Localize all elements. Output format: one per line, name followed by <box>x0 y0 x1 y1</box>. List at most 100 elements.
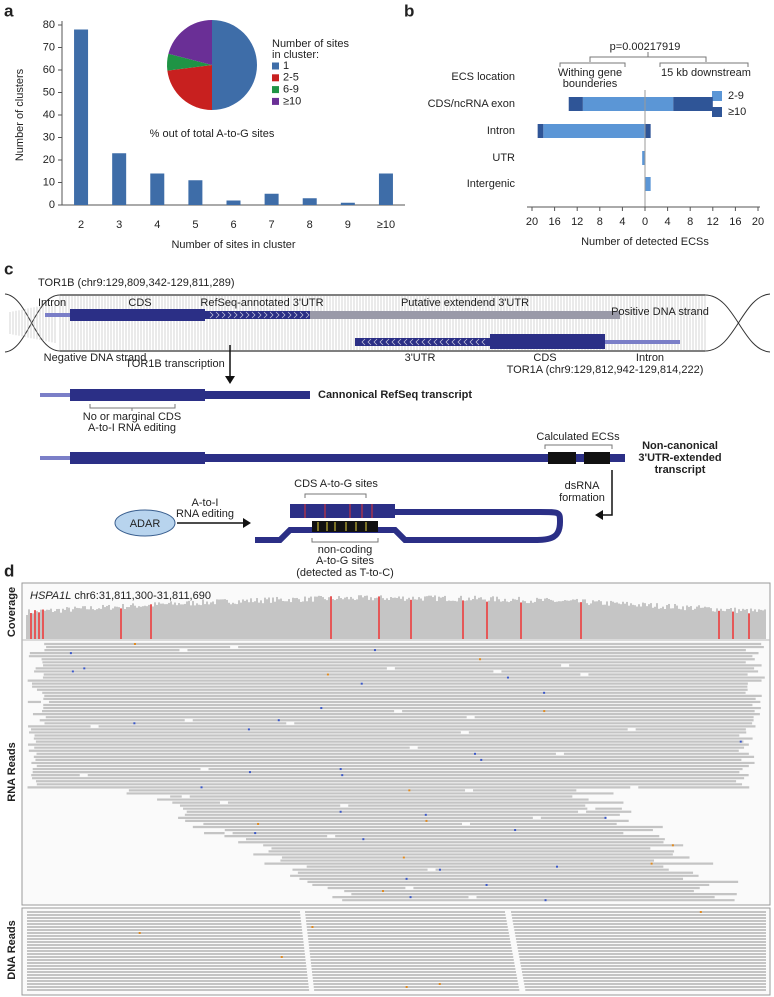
label: Positive DNA strand <box>611 306 709 318</box>
mismatch <box>71 670 74 673</box>
utr <box>205 454 625 462</box>
chevron <box>433 338 438 346</box>
ecs <box>584 452 610 464</box>
putative-utr <box>310 311 620 319</box>
category-label: CDS/ncRNA exon <box>428 98 515 110</box>
mismatch <box>604 816 607 819</box>
mismatch <box>506 676 509 679</box>
x-tick-label: 4 <box>665 216 671 228</box>
x-tick-label: 8 <box>307 219 313 231</box>
mismatch <box>341 774 344 777</box>
x-tick-label: 5 <box>192 219 198 231</box>
label: Intron <box>38 297 66 309</box>
label: transcript <box>655 464 706 476</box>
bar <box>645 124 651 138</box>
bar <box>264 193 279 205</box>
y-tick-label: 0 <box>49 199 55 211</box>
mismatch <box>514 829 517 832</box>
ecs <box>548 452 576 464</box>
locus: chr6:31,811,300-31,811,690 <box>74 590 211 602</box>
mismatch <box>408 789 411 792</box>
label: RefSeq-annotated 3'UTR <box>200 297 323 309</box>
pie-slice <box>168 20 212 65</box>
bar <box>673 97 713 111</box>
mismatch <box>405 877 408 880</box>
label: A-to-G sites <box>316 555 375 567</box>
category-label: Intron <box>487 125 515 137</box>
chevron <box>469 338 474 346</box>
utr <box>205 391 310 399</box>
intron <box>40 456 70 460</box>
mismatch <box>83 667 86 670</box>
x-tick-label: ≥10 <box>377 219 395 231</box>
bracket <box>89 404 176 411</box>
label: TOR1A (chr9:129,812,942-129,814,222) <box>507 364 704 376</box>
mismatch <box>320 707 323 710</box>
mismatch <box>254 832 257 835</box>
group-label: Withing gene <box>558 67 622 79</box>
category-label: UTR <box>492 152 515 164</box>
x-tick-label: 0 <box>642 216 648 228</box>
panel-label: b <box>404 1 414 20</box>
label: No or marginal CDS <box>83 411 181 423</box>
label: 3'UTR-extended <box>638 452 721 464</box>
bar <box>582 97 645 111</box>
intron <box>40 393 70 397</box>
label: CDS <box>533 352 556 364</box>
chevron <box>421 338 426 346</box>
bracket <box>311 538 379 543</box>
chevron <box>233 311 238 319</box>
panel-label: a <box>4 1 14 20</box>
hairpin <box>255 509 564 543</box>
category-header: ECS location <box>451 71 515 83</box>
chevron <box>457 338 462 346</box>
group-label: 15 kb downstream <box>661 67 751 79</box>
y-tick-label: 20 <box>43 154 55 166</box>
mismatch <box>69 652 72 655</box>
legend-swatch <box>712 107 722 117</box>
label: TOR1B (chr9:129,809,342-129,811,289) <box>38 277 235 289</box>
legend-label: ≥10 <box>283 95 301 107</box>
chevron <box>373 338 378 346</box>
label: CDS <box>128 297 151 309</box>
locus-label: HSPA1L chr6:31,811,300-31,811,690 <box>30 590 211 602</box>
y-tick-label: 30 <box>43 131 55 143</box>
bar <box>74 29 89 205</box>
chevron <box>257 311 262 319</box>
dna-helix <box>4 293 771 353</box>
mismatch <box>133 643 136 645</box>
arrowhead <box>225 376 235 384</box>
mismatch <box>438 983 441 985</box>
mismatch <box>257 822 260 825</box>
mismatch <box>248 771 251 774</box>
intron <box>45 313 70 317</box>
legend-swatch <box>272 62 279 70</box>
x-axis-title: Number of sites in cluster <box>171 239 295 251</box>
x-tick-label: 12 <box>707 216 719 228</box>
chevron <box>379 338 384 346</box>
legend-swatch <box>712 91 722 101</box>
chevron <box>305 311 310 319</box>
bar <box>226 200 241 205</box>
label: 3'UTR <box>405 352 436 364</box>
bar <box>645 177 651 191</box>
mismatch <box>277 719 280 722</box>
x-tick-label: 9 <box>345 219 351 231</box>
mismatch <box>360 682 363 685</box>
mismatch <box>424 813 427 816</box>
mismatch <box>425 819 428 822</box>
bar <box>150 173 165 205</box>
cds <box>490 334 605 349</box>
label: dsRNA <box>565 480 601 492</box>
y-tick-label: 60 <box>43 64 55 76</box>
legend-label: 2-9 <box>728 90 744 102</box>
chevron <box>299 311 304 319</box>
bar <box>302 198 317 205</box>
mismatch <box>480 758 483 761</box>
arrow <box>600 470 613 516</box>
label: Negative DNA strand <box>44 352 147 364</box>
chevron <box>445 338 450 346</box>
label: ADAR <box>130 518 161 530</box>
mismatch <box>373 649 376 652</box>
chart-title: p=0.00217919 <box>610 41 681 53</box>
